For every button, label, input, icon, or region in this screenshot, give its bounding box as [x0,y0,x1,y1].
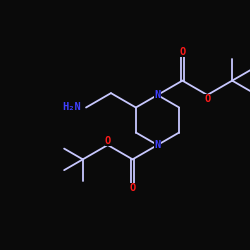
Text: O: O [104,136,111,146]
Text: O: O [204,94,210,104]
Text: N: N [154,90,160,100]
Text: N: N [154,140,160,150]
Text: O: O [130,182,136,192]
Text: H₂N: H₂N [62,102,81,113]
Text: O: O [179,48,186,58]
